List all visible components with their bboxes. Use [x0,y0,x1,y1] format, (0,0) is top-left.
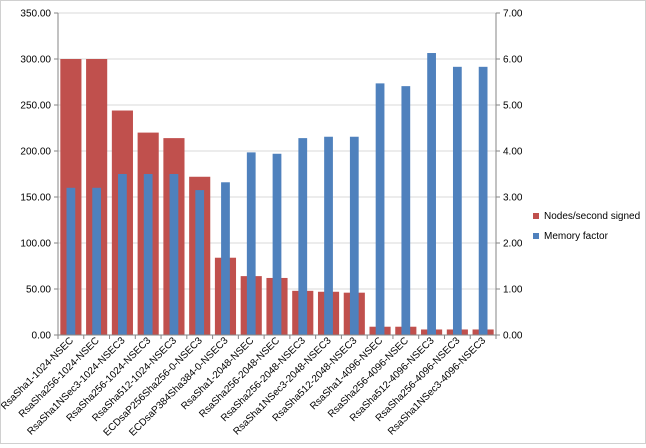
right-tick-label: 3.00 [503,193,523,204]
legend: Nodes/second signed Memory factor [533,206,640,246]
left-tick-label: 50.00 [26,285,51,296]
left-axis-tick-labels: 0.00 50.00 100.00 150.00 200.00 250.00 300.00 3… [20,9,51,342]
left-tick-label: 300.00 [20,55,51,66]
memory-bar [375,83,385,335]
memory-bar [452,66,462,335]
left-tick-label: 350.00 [20,9,51,20]
right-tick-label: 5.00 [503,101,523,112]
left-tick-label: 250.00 [20,101,51,112]
memory-bar [478,66,488,335]
right-tick-label: 7.00 [503,9,523,20]
category-labels: RsaSha1-1024-NSECRsaSha256-1024-NSECRsaS… [0,335,489,439]
legend-swatch-nodes [533,213,539,219]
memory-bar [195,190,205,335]
memory-bar [66,187,76,335]
right-tick-label: 1.00 [503,285,523,296]
right-tick-label: 2.00 [503,239,523,250]
right-axis-tick-labels: 0.00 1.00 2.00 3.00 4.00 5.00 6.00 7.00 [503,9,523,342]
axes [54,12,500,339]
memory-bar [427,53,436,336]
legend-item-nodes: Nodes/second signed [533,206,640,226]
memory-series-bars [66,53,488,336]
right-tick-label: 4.00 [503,147,523,158]
memory-bar [118,174,127,335]
legend-swatch-memory [533,233,539,239]
memory-bar [246,152,256,335]
legend-label-nodes: Nodes/second signed [544,210,641,222]
left-tick-label: 200.00 [20,147,51,158]
memory-bar [92,187,102,335]
left-tick-label: 150.00 [20,193,51,204]
left-tick-label: 0.00 [32,331,52,342]
memory-bar [272,153,282,335]
legend-item-memory: Memory factor [533,226,640,246]
memory-bar [324,136,333,335]
memory-bar [401,86,411,335]
memory-bar [143,174,153,335]
right-tick-label: 6.00 [503,55,523,66]
left-tick-label: 100.00 [20,239,51,250]
memory-bar [298,138,308,335]
right-tick-label: 0.00 [503,331,523,342]
memory-bar [349,136,359,335]
memory-bar [169,174,179,335]
legend-label-memory: Memory factor [544,230,608,242]
memory-bar [221,182,230,335]
